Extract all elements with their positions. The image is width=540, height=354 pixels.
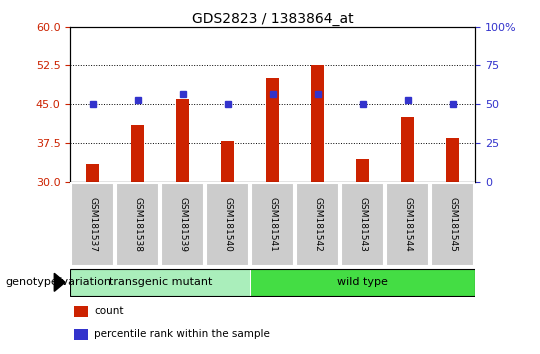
Bar [431,183,474,267]
Bar [86,164,99,182]
Text: count: count [94,306,124,316]
Text: wild type: wild type [338,277,388,287]
Bar [176,99,190,182]
Text: GSM181544: GSM181544 [403,198,412,252]
Text: GSM181545: GSM181545 [448,197,457,252]
Bar [386,183,429,267]
Bar [296,183,339,267]
Bar [71,183,114,267]
Bar [356,159,369,182]
Polygon shape [54,273,65,291]
Bar [341,183,384,267]
Bar [206,183,249,267]
Bar [401,118,415,182]
Bar [116,183,159,267]
Title: GDS2823 / 1383864_at: GDS2823 / 1383864_at [192,12,354,25]
Bar [161,183,204,267]
Text: percentile rank within the sample: percentile rank within the sample [94,329,271,339]
Bar [131,125,145,182]
Bar [71,269,249,296]
Text: GSM181539: GSM181539 [178,197,187,252]
Text: GSM181540: GSM181540 [223,197,232,252]
Text: GSM181542: GSM181542 [313,198,322,252]
Bar [75,306,89,317]
Text: transgenic mutant: transgenic mutant [109,277,212,287]
Bar [311,65,325,182]
Text: GSM181538: GSM181538 [133,197,142,252]
Text: genotype/variation: genotype/variation [5,277,111,287]
Bar [221,141,234,182]
Bar [251,183,294,267]
Bar [75,329,89,340]
Bar [446,138,460,182]
Bar [266,79,280,182]
Text: GSM181537: GSM181537 [88,197,97,252]
Text: GSM181541: GSM181541 [268,197,277,252]
Text: GSM181543: GSM181543 [358,197,367,252]
Bar [251,269,475,296]
